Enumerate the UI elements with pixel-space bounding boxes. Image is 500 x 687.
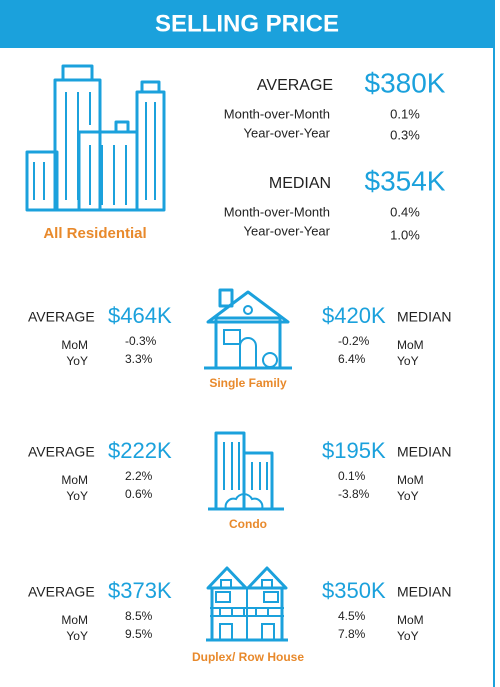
- stat-value: $195K: [322, 438, 386, 463]
- house-icon: [204, 288, 292, 370]
- segment-label: Condo: [229, 517, 267, 531]
- condo-icon: [208, 431, 284, 511]
- stat-label: AVERAGE: [257, 77, 333, 94]
- row-label: MoM: [397, 613, 424, 627]
- row-label: MoM: [397, 473, 424, 487]
- row-label: Year-over-Year: [244, 125, 331, 140]
- row-label: Month-over-Month: [224, 106, 330, 121]
- row-label: Year-over-Year: [244, 223, 331, 238]
- buildings-icon: [25, 64, 166, 212]
- row-label: YoY: [66, 354, 88, 368]
- row-label: YoY: [66, 629, 88, 643]
- row-value: 3.3%: [125, 352, 153, 366]
- header-bar: [0, 0, 495, 48]
- row-label: MoM: [61, 613, 88, 627]
- row-value: 0.3%: [390, 127, 420, 142]
- stat-value: $222K: [108, 438, 172, 463]
- header-title: SELLING PRICE: [155, 10, 339, 37]
- stat-label: AVERAGE: [28, 444, 95, 460]
- stat-value: $464K: [108, 303, 172, 328]
- row-value: 0.6%: [125, 487, 153, 501]
- stat-value: $373K: [108, 578, 172, 603]
- stat-label: MEDIAN: [397, 584, 451, 600]
- row-label: Month-over-Month: [224, 204, 330, 219]
- row-label: YoY: [397, 629, 419, 643]
- segment-label: Duplex/ Row House: [192, 650, 304, 664]
- stat-label: MEDIAN: [397, 309, 451, 325]
- segment-label: All Residential: [43, 225, 146, 242]
- stat-value: $350K: [322, 578, 386, 603]
- stat-label: AVERAGE: [28, 584, 95, 600]
- row-value: -3.8%: [338, 487, 370, 501]
- row-value: 8.5%: [125, 609, 153, 623]
- row-value: -0.2%: [338, 334, 370, 348]
- duplex-icon: [206, 566, 288, 642]
- row-label: YoY: [66, 489, 88, 503]
- row-value: 2.2%: [125, 469, 153, 483]
- row-value: 9.5%: [125, 627, 153, 641]
- row-label: MoM: [61, 338, 88, 352]
- row-label: YoY: [397, 354, 419, 368]
- row-value: 4.5%: [338, 609, 366, 623]
- row-value: 0.1%: [390, 106, 420, 121]
- segment-label: Single Family: [209, 376, 287, 390]
- row-value: -0.3%: [125, 334, 157, 348]
- row-value: 6.4%: [338, 352, 366, 366]
- stat-value: $354K: [365, 165, 446, 196]
- stat-label: MEDIAN: [269, 175, 331, 192]
- row-label: YoY: [397, 489, 419, 503]
- stat-label: AVERAGE: [28, 309, 95, 325]
- stat-value: $420K: [322, 303, 386, 328]
- row-label: MoM: [61, 473, 88, 487]
- row-label: MoM: [397, 338, 424, 352]
- row-value: 1.0%: [390, 227, 420, 242]
- row-value: 0.4%: [390, 204, 420, 219]
- stat-label: MEDIAN: [397, 444, 451, 460]
- row-value: 7.8%: [338, 627, 366, 641]
- stat-value: $380K: [365, 67, 446, 98]
- row-value: 0.1%: [338, 469, 366, 483]
